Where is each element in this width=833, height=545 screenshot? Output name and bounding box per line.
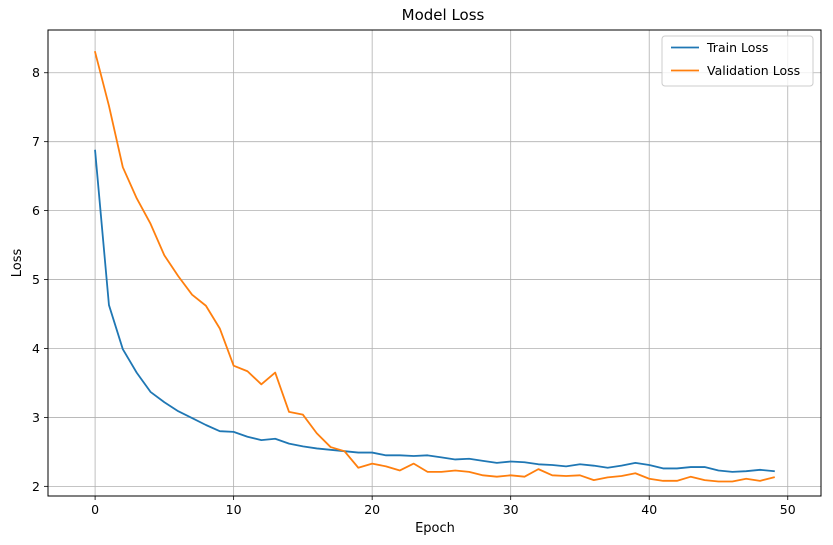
y-tick-label: 6 <box>32 203 40 218</box>
x-tick-label: 0 <box>91 502 99 517</box>
x-tick-label: 10 <box>226 502 242 517</box>
x-tick-label: 30 <box>503 502 519 517</box>
train-loss-line <box>94 149 775 473</box>
legend-label-train: Train Loss <box>706 40 768 55</box>
series-layer <box>94 50 775 483</box>
y-axis-label: Loss <box>10 249 25 278</box>
y-tick-label: 4 <box>32 341 40 356</box>
validation-loss-line <box>94 50 775 483</box>
legend: Train Loss Validation Loss <box>661 35 814 87</box>
y-tick-label: 2 <box>32 479 40 494</box>
y-tick-label: 7 <box>32 134 40 149</box>
x-axis-label: Epoch <box>415 521 455 536</box>
y-tick-label: 8 <box>32 65 40 80</box>
x-tick-label: 50 <box>780 502 796 517</box>
chart-title: Model Loss <box>402 6 485 24</box>
legend-box <box>661 35 814 87</box>
y-tick-label: 5 <box>32 272 40 287</box>
y-tick-label: 3 <box>32 410 40 425</box>
x-axis-ticks: 0 10 20 30 40 50 <box>91 496 796 517</box>
x-tick-label: 40 <box>641 502 657 517</box>
legend-label-validation: Validation Loss <box>707 63 800 78</box>
plot-frame <box>47 29 822 497</box>
y-axis-ticks: 2 3 4 5 6 7 8 <box>32 65 48 494</box>
x-tick-label: 20 <box>364 502 380 517</box>
grid-lines <box>48 30 821 496</box>
